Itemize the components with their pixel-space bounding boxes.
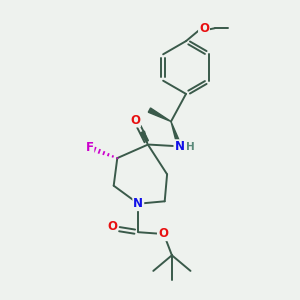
Polygon shape <box>141 131 148 145</box>
Text: N: N <box>174 140 184 153</box>
Text: O: O <box>107 220 117 233</box>
Polygon shape <box>171 122 181 147</box>
Text: N: N <box>133 197 143 210</box>
Text: F: F <box>85 141 93 154</box>
Polygon shape <box>148 108 171 122</box>
Text: H: H <box>186 142 195 152</box>
Text: O: O <box>130 113 140 127</box>
Text: O: O <box>199 22 209 35</box>
Text: O: O <box>158 227 168 240</box>
